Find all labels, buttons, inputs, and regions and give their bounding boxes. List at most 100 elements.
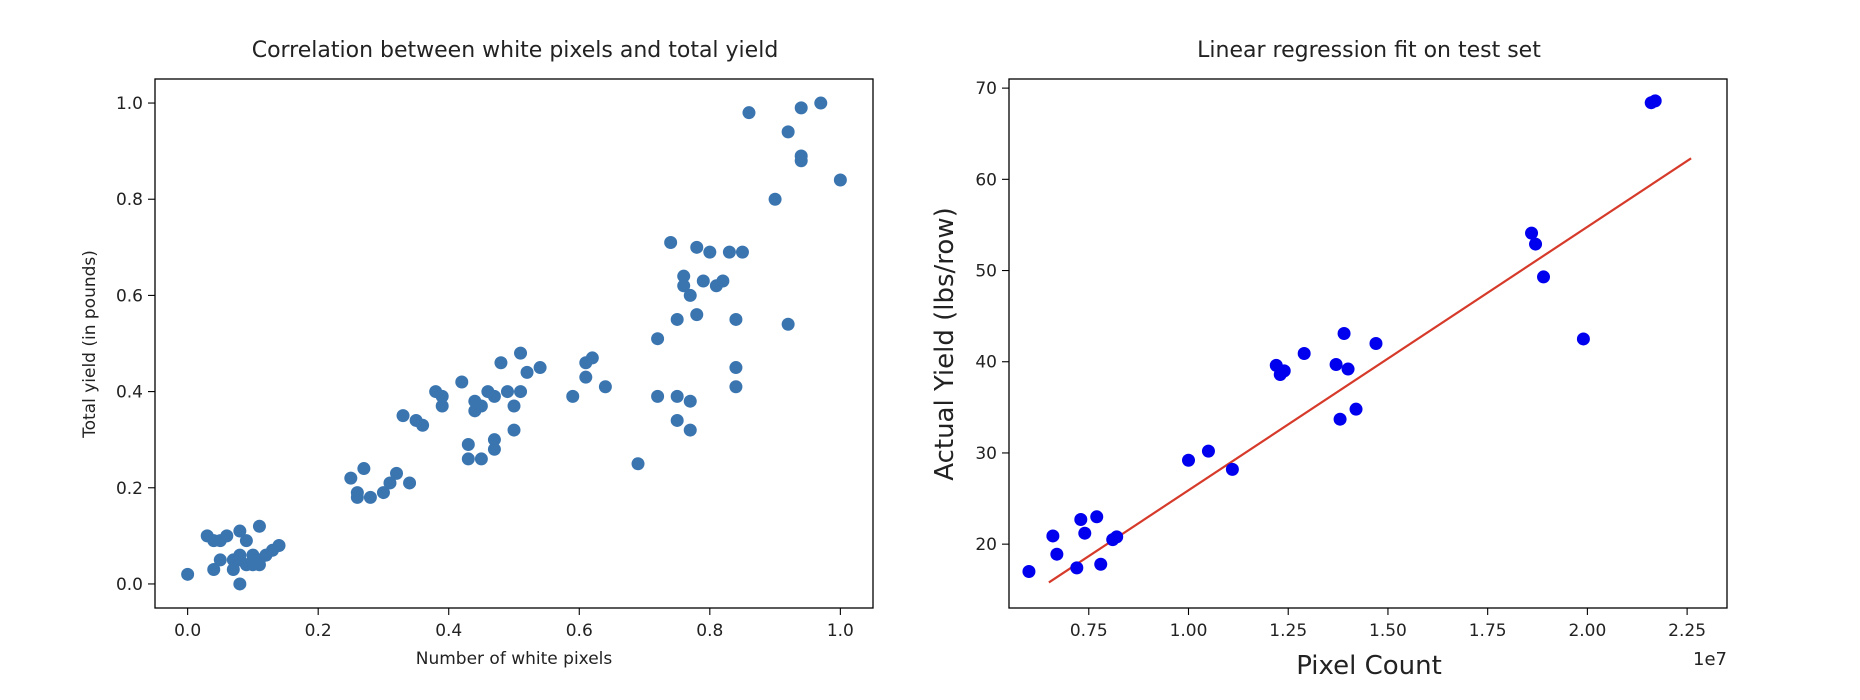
left-y-tick-label: 0.2 [116,479,143,499]
right-data-point [1046,529,1060,543]
left-data-point [474,399,488,413]
right-y-tick-label: 60 [975,170,997,190]
right-x-tick-label: 1.25 [1269,621,1307,641]
left-data-point [833,173,847,187]
left-data-point [383,476,397,490]
left-data-point [598,380,612,394]
left-x-tick-label: 0.0 [174,621,201,641]
left-chart-points [181,96,847,591]
left-data-point [474,452,488,466]
right-x-tick-label: 1.00 [1170,621,1208,641]
right-data-point [1022,565,1036,579]
left-data-point [781,125,795,139]
right-data-point [1070,561,1084,575]
left-data-point [390,466,404,480]
right-data-point [1090,510,1104,524]
left-chart-title: Correlation between white pixels and tot… [252,38,779,63]
left-data-point [416,418,430,432]
left-x-tick-label: 0.8 [696,621,723,641]
left-y-tick-label: 0.4 [116,383,143,403]
left-data-point [455,375,469,389]
left-data-point [344,471,358,485]
left-data-point [520,365,534,379]
left-data-point [233,577,247,591]
left-data-point [487,433,501,447]
left-data-point [396,409,410,423]
left-data-point [181,567,195,581]
left-data-point [716,274,730,288]
right-data-point [1525,226,1539,240]
right-data-point [1277,364,1291,378]
right-data-point [1648,94,1662,108]
right-x-tick-label: 1.75 [1469,621,1507,641]
left-data-point [585,351,599,365]
right-data-point [1074,513,1088,527]
left-data-point [690,240,704,254]
left-chart: Correlation between white pixels and tot… [80,38,874,669]
right-data-point [1078,526,1092,540]
right-chart-points [1022,94,1662,579]
left-data-point [487,442,501,456]
left-chart-ticks: 0.0 0.2 0.4 0.6 0.8 1.0 0.0 0.2 0.4 0.6 0.8 1.0 [116,94,854,641]
left-data-point [252,558,266,572]
left-data-point [500,385,514,399]
right-data-point [1369,337,1383,350]
right-y-tick-label: 30 [975,444,997,464]
left-data-point [403,476,417,490]
left-x-tick-label: 0.2 [305,621,332,641]
right-chart: Linear regression fit on test set 0.75 1.… [930,38,1728,681]
right-y-tick-label: 70 [975,79,997,99]
left-data-point [794,101,808,115]
left-data-point [703,245,717,259]
left-data-point [683,423,697,437]
right-data-point [1225,462,1239,476]
right-data-point [1110,530,1124,544]
left-y-tick-label: 0.6 [116,286,143,306]
right-x-tick-label: 2.25 [1668,621,1706,641]
left-data-point [677,269,691,283]
left-data-point [461,452,475,466]
left-data-point [350,490,364,504]
right-chart-xlabel: Pixel Count [1296,651,1442,681]
left-data-point [794,149,808,163]
left-data-point [213,553,227,567]
right-x-tick-label: 2.00 [1568,621,1606,641]
left-x-tick-label: 1.0 [827,621,854,641]
right-fit-line [1048,157,1692,584]
left-data-point [507,423,521,437]
left-y-tick-label: 0.8 [116,190,143,210]
right-data-point [1333,412,1347,426]
right-chart-offset-text: 1e7 [1693,649,1727,670]
right-y-tick-label: 50 [975,262,997,282]
left-data-point [722,245,736,259]
left-data-point [670,413,684,427]
left-data-point [670,389,684,403]
left-data-point [514,385,528,399]
left-data-point [729,380,743,394]
right-chart-plot-area [1008,78,1728,609]
left-data-point [507,399,521,413]
left-data-point [683,394,697,408]
left-data-point [651,389,665,403]
right-data-point [1329,357,1343,371]
right-x-tick-label: 0.75 [1070,621,1108,641]
right-data-point [1201,444,1215,458]
right-data-point [1341,362,1355,376]
right-data-point [1182,453,1195,467]
left-data-point [363,490,377,504]
left-data-point [677,279,691,293]
right-x-tick-label: 1.50 [1369,621,1407,641]
left-data-point [233,524,247,538]
right-y-tick-label: 40 [975,353,997,373]
right-chart-title: Linear regression fit on test set [1197,38,1541,63]
left-data-point [376,486,390,500]
left-y-tick-label: 0.0 [116,575,143,595]
left-data-point [252,519,266,533]
left-data-point [781,317,795,331]
left-data-point [461,437,475,451]
left-data-point [631,457,645,471]
right-y-tick-label: 20 [975,535,997,555]
left-data-point [670,312,684,326]
left-data-point [435,399,449,413]
